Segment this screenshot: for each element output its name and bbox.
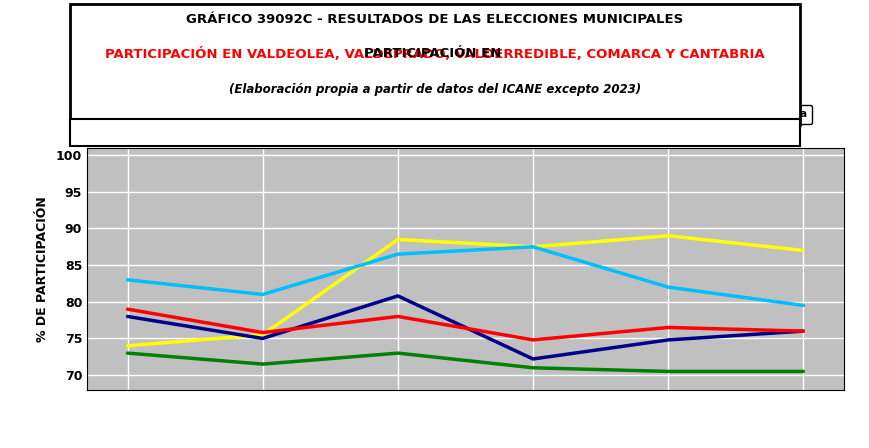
Text: PARTICIPACIÓN EN VALDEOLEA, VALDEPRADO, VALDERREDIBLE, COMARCA Y CANTABRIA: PARTICIPACIÓN EN VALDEOLEA, VALDEPRADO, … xyxy=(105,47,764,61)
Text: GRÁFICO 39092C - RESULTADOS DE LAS ELECCIONES MUNICIPALES: GRÁFICO 39092C - RESULTADOS DE LAS ELECC… xyxy=(186,13,683,26)
Text: PARTICIPACIÓN EN: PARTICIPACIÓN EN xyxy=(363,47,506,60)
Y-axis label: % DE PARTICIPACIÓN: % DE PARTICIPACIÓN xyxy=(36,196,49,342)
Text: (Elaboración propia a partir de datos del ICANE excepto 2023): (Elaboración propia a partir de datos de… xyxy=(229,83,640,96)
Legend: Valdeolea, Valdeprado, Valderredible, Total Comarca de Campoo, Total Cantabria: Valdeolea, Valdeprado, Valderredible, To… xyxy=(119,105,811,124)
FancyBboxPatch shape xyxy=(70,119,799,146)
FancyBboxPatch shape xyxy=(70,4,799,125)
